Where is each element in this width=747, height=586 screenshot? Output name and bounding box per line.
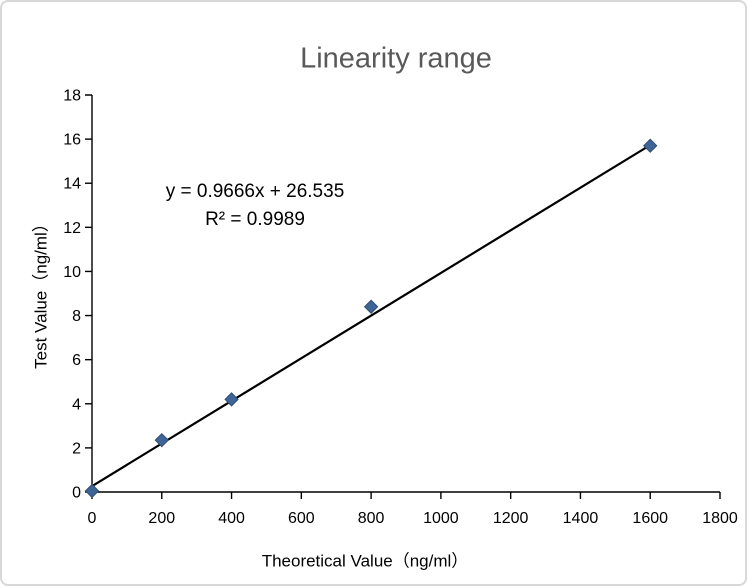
data-point bbox=[224, 392, 239, 407]
trendline-equation: y = 0.9666x + 26.535 bbox=[165, 181, 345, 202]
y-axis-tick-label: 12 bbox=[63, 220, 81, 237]
x-axis-tick-label: 800 bbox=[358, 510, 385, 527]
x-axis-tick-label: 1800 bbox=[702, 510, 738, 527]
y-axis-tick-label: 2 bbox=[72, 440, 81, 457]
x-axis-tick-label: 1200 bbox=[493, 510, 529, 527]
data-point bbox=[84, 483, 100, 499]
x-axis-tick-label: 400 bbox=[218, 510, 245, 527]
y-axis-tick-label: 0 bbox=[72, 485, 81, 502]
y-axis-tick-label: 8 bbox=[72, 308, 81, 325]
y-axis-tick-label: 18 bbox=[63, 88, 81, 105]
data-point bbox=[154, 432, 169, 448]
x-axis-tick-label: 0 bbox=[88, 510, 97, 527]
y-axis-tick-label: 16 bbox=[63, 132, 81, 149]
x-axis-tick-label: 600 bbox=[288, 510, 315, 527]
chart-title: Linearity range bbox=[300, 42, 492, 75]
trendline-annotation: y = 0.9666x + 26.535 R² = 0.9989 bbox=[166, 178, 345, 234]
x-axis-tick-label: 200 bbox=[148, 510, 175, 527]
y-axis-tick-label: 4 bbox=[72, 396, 81, 413]
x-axis-tick-label: 1400 bbox=[563, 510, 599, 527]
data-point bbox=[643, 138, 658, 153]
x-axis-tick-label: 1000 bbox=[423, 510, 459, 527]
x-axis-tick-label: 1600 bbox=[632, 510, 668, 527]
trendline bbox=[91, 144, 651, 488]
r-squared-label: R² = 0.9989 bbox=[205, 209, 305, 230]
data-point bbox=[363, 299, 379, 314]
x-axis-title: Theoretical Value（ng/ml） bbox=[261, 551, 469, 571]
y-axis-tick-label: 14 bbox=[63, 176, 81, 193]
y-axis-tick-label: 10 bbox=[63, 264, 81, 281]
y-axis-tick-label: 6 bbox=[72, 352, 81, 369]
